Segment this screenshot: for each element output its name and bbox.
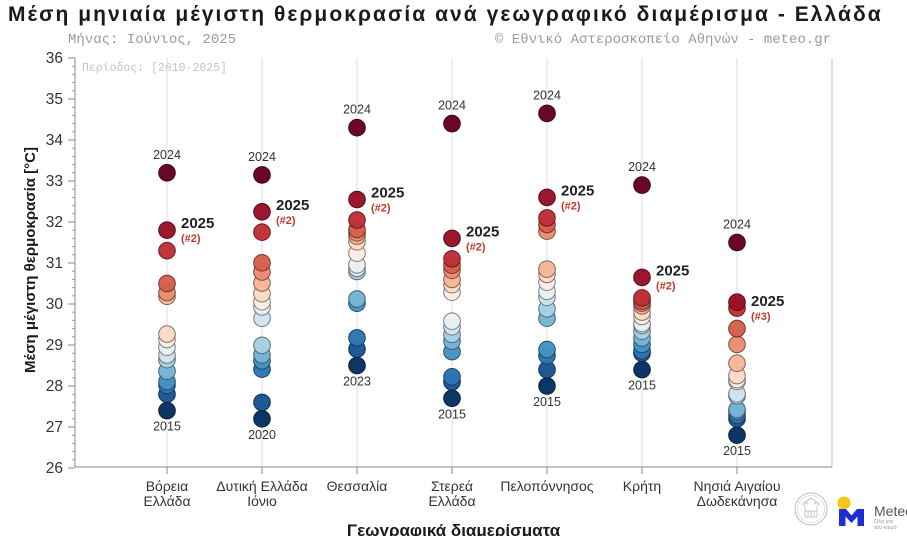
svg-text:2024: 2024 — [343, 103, 371, 117]
svg-text:30: 30 — [46, 296, 64, 313]
svg-text:35: 35 — [46, 91, 63, 108]
svg-text:2020: 2020 — [248, 428, 276, 442]
svg-text:Στερεά: Στερεά — [431, 478, 473, 494]
svg-text:Θεσσαλία: Θεσσαλία — [327, 478, 388, 494]
svg-text:(#2): (#2) — [466, 241, 486, 253]
svg-text:2025: 2025 — [751, 293, 784, 310]
svg-text:31: 31 — [46, 255, 63, 272]
svg-text:2024: 2024 — [723, 218, 751, 232]
svg-text:Δυτική Ελλάδα: Δυτική Ελλάδα — [216, 478, 307, 494]
svg-text:(#2): (#2) — [276, 215, 296, 227]
svg-text:26: 26 — [46, 460, 63, 477]
svg-text:Κρήτη: Κρήτη — [623, 478, 661, 494]
svg-text:Νησιά Αιγαίου: Νησιά Αιγαίου — [694, 478, 781, 494]
svg-text:28: 28 — [46, 378, 63, 395]
svg-text:Meteo: Meteo — [874, 503, 907, 519]
svg-text:2024: 2024 — [628, 160, 656, 174]
svg-text:2015: 2015 — [628, 379, 656, 393]
svg-text:Ελλάδα: Ελλάδα — [143, 493, 190, 509]
svg-text:Δωδεκάνησα: Δωδεκάνησα — [697, 493, 778, 509]
svg-text:2025: 2025 — [561, 182, 594, 199]
svg-text:2024: 2024 — [438, 99, 466, 113]
svg-text:τον καιρό: τον καιρό — [874, 524, 897, 531]
svg-text:2015: 2015 — [533, 395, 561, 409]
svg-text:2025: 2025 — [656, 262, 689, 279]
svg-text:(#2): (#2) — [181, 233, 201, 245]
svg-text:2015: 2015 — [438, 407, 466, 421]
svg-text:32: 32 — [46, 214, 63, 231]
svg-text:29: 29 — [46, 337, 63, 354]
svg-text:(#2): (#2) — [371, 203, 391, 215]
svg-text:2025: 2025 — [276, 197, 309, 214]
svg-text:(#2): (#2) — [656, 280, 676, 292]
svg-text:2025: 2025 — [181, 215, 214, 232]
svg-text:36: 36 — [46, 50, 63, 67]
svg-text:Ιόνιο: Ιόνιο — [247, 493, 277, 509]
svg-text:2024: 2024 — [153, 148, 181, 162]
svg-text:(#3): (#3) — [751, 311, 771, 323]
svg-text:2015: 2015 — [723, 444, 751, 458]
svg-text:27: 27 — [46, 419, 63, 436]
svg-text:2015: 2015 — [153, 420, 181, 434]
svg-text:33: 33 — [46, 173, 63, 190]
svg-text:2024: 2024 — [533, 88, 561, 102]
svg-text:(#2): (#2) — [561, 200, 581, 212]
svg-text:2023: 2023 — [343, 375, 371, 389]
svg-text:2025: 2025 — [466, 223, 499, 240]
svg-text:2025: 2025 — [371, 185, 404, 202]
svg-text:34: 34 — [46, 132, 64, 149]
svg-text:Ελλάδα: Ελλάδα — [428, 493, 475, 509]
svg-text:Βόρεια: Βόρεια — [146, 478, 189, 494]
svg-text:2024: 2024 — [248, 150, 276, 164]
svg-text:Πελοπόννησος: Πελοπόννησος — [500, 478, 593, 494]
